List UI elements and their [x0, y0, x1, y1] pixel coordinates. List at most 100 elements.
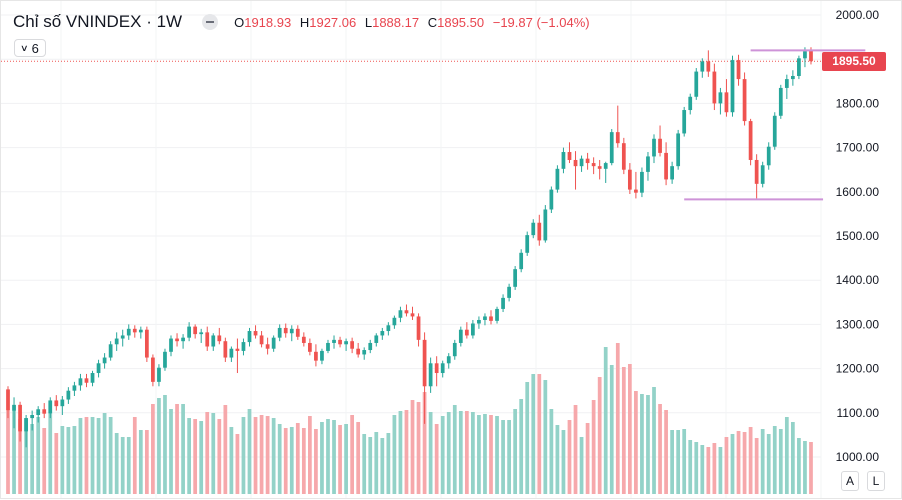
candle-body: [543, 209, 548, 241]
candle: [422, 332, 427, 424]
candle-body: [265, 344, 270, 349]
volume-bar: [42, 428, 47, 494]
indicators-count: 6: [31, 40, 39, 56]
volume-bar: [694, 442, 699, 494]
volume-bar: [398, 411, 403, 494]
candle-body: [627, 169, 632, 190]
close-value: 1895.50: [437, 14, 485, 30]
horizontal-lines[interactable]: [684, 49, 866, 201]
candle-body: [374, 335, 379, 343]
volume-bar: [615, 343, 620, 494]
log-scale-button[interactable]: L: [867, 471, 885, 491]
candle: [241, 338, 246, 356]
ohlc-values: O1918.93 H1927.06 L1888.17 C1895.50 −19.…: [234, 15, 595, 30]
candle-body: [706, 61, 711, 72]
volume-bar: [169, 409, 173, 494]
candle-body: [730, 60, 735, 113]
volume-bar: [344, 424, 348, 494]
candle-body: [90, 373, 95, 383]
candle: [90, 370, 95, 387]
volume-bar: [132, 417, 137, 494]
candle: [706, 50, 711, 77]
candle-body: [205, 332, 210, 347]
candle: [78, 373, 83, 391]
volume-bar: [464, 411, 469, 494]
candle: [332, 335, 336, 349]
candle-body: [84, 378, 89, 383]
candle: [766, 142, 771, 170]
candle: [543, 205, 548, 243]
candle: [458, 326, 463, 347]
candle-body: [688, 96, 693, 111]
candle-body: [144, 329, 149, 358]
candle-body: [471, 323, 475, 336]
candle-body: [803, 51, 807, 59]
candle-body: [549, 189, 554, 210]
candle: [247, 327, 252, 347]
candle-body: [217, 335, 222, 342]
volume-bar: [772, 426, 777, 494]
volume-bar: [301, 428, 306, 494]
candle-body: [797, 58, 801, 76]
candle: [114, 332, 119, 351]
candle: [658, 125, 662, 157]
candle: [66, 387, 71, 404]
candle: [603, 161, 608, 183]
indicators-toggle-button[interactable]: ∨ 6: [14, 39, 46, 57]
candle: [144, 326, 149, 362]
volume-bar: [760, 429, 765, 494]
candle-body: [718, 92, 723, 104]
candle: [748, 118, 753, 166]
volume-bar: [314, 429, 318, 494]
candle-body: [54, 400, 59, 407]
volume-bar: [181, 404, 185, 494]
volume-bar: [591, 400, 596, 494]
volume-bar: [519, 399, 524, 494]
candle-body: [362, 350, 367, 355]
candle: [151, 354, 155, 387]
symbol-title[interactable]: Chỉ số VNINDEX · 1W: [13, 12, 183, 31]
y-tick-label: 1300.00: [836, 317, 880, 331]
hide-legend-icon[interactable]: [202, 14, 219, 30]
volume-bar: [78, 418, 83, 494]
candle-body: [398, 310, 403, 318]
candle-body: [157, 367, 161, 382]
candle: [597, 159, 602, 180]
candle: [688, 93, 693, 115]
candle: [356, 342, 361, 358]
price-axis[interactable]: 2000.001900.001800.001700.001600.001500.…: [836, 8, 880, 464]
candle: [380, 327, 385, 340]
candle-body: [108, 344, 113, 358]
volume-bar: [18, 419, 22, 494]
candle: [640, 167, 644, 198]
candle: [326, 339, 330, 354]
candle-body: [187, 326, 191, 338]
y-tick-label: 1500.00: [836, 229, 880, 243]
volume-bar: [507, 420, 511, 494]
open-label: O: [234, 14, 245, 30]
candle: [760, 161, 765, 188]
volume-bar: [471, 412, 475, 494]
candle-body: [338, 339, 342, 345]
volume-bar: [332, 420, 336, 494]
candle: [42, 403, 47, 419]
volume-bar: [567, 420, 572, 494]
candle-body: [748, 121, 753, 160]
candle-body: [18, 404, 22, 432]
candle-body: [700, 61, 705, 72]
candle-body: [169, 338, 173, 352]
candle-body: [609, 132, 614, 164]
candle: [30, 410, 35, 431]
volume-bar: [730, 434, 735, 494]
candle-body: [410, 313, 415, 317]
candle: [567, 142, 572, 164]
candle-body: [664, 152, 668, 180]
volume-bar: [163, 395, 167, 494]
candle: [736, 54, 741, 86]
candle-body: [772, 115, 777, 147]
auto-scale-button[interactable]: A: [841, 471, 859, 491]
candle: [392, 315, 397, 329]
candle-body: [229, 348, 234, 358]
